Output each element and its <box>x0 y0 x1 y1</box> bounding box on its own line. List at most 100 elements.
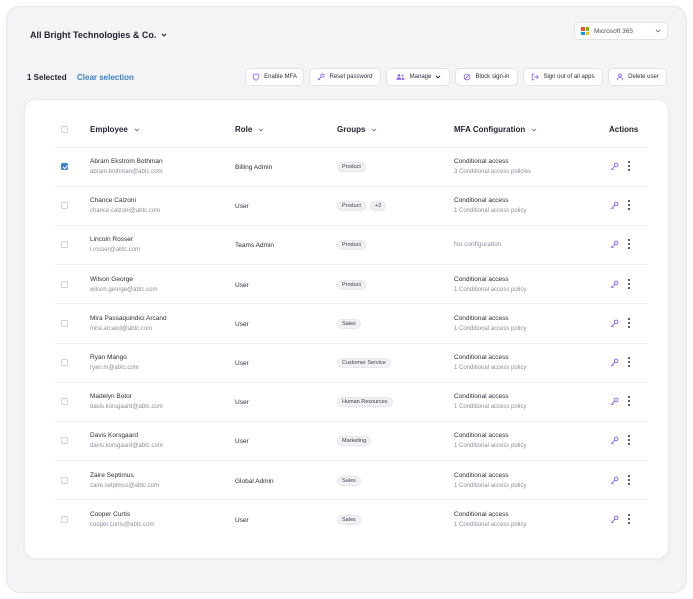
row-checkbox[interactable] <box>61 437 68 445</box>
block-signin-button[interactable]: Block sign-in <box>455 68 518 86</box>
row-checkbox[interactable] <box>61 359 68 366</box>
table-row[interactable]: Zaire Septimus zaire.setpimus@abtc.com G… <box>25 461 670 500</box>
row-checkbox[interactable] <box>61 202 68 210</box>
row-divider <box>55 264 648 266</box>
row-divider <box>55 460 648 462</box>
more-vertical-icon[interactable] <box>626 200 632 211</box>
mfa-status: Conditional access <box>454 354 509 361</box>
employee-role: User <box>235 320 249 328</box>
row-checkbox[interactable] <box>61 319 68 327</box>
group-tag: Product <box>337 201 366 212</box>
row-divider <box>55 420 648 422</box>
employee-role: User <box>235 438 249 446</box>
employee-email: davis.korsgaard@abtc.com <box>90 443 163 450</box>
more-vertical-icon[interactable] <box>626 513 632 524</box>
more-vertical-icon[interactable] <box>626 474 632 485</box>
row-divider <box>55 499 648 501</box>
reset-password-icon[interactable] <box>610 201 619 210</box>
table-row[interactable]: Chance Calzoni chance.calzoni@abtc.com U… <box>25 186 670 225</box>
sort-chevron-icon <box>134 128 140 131</box>
select-all-checkbox[interactable] <box>61 126 68 133</box>
employee-email: mira.arcand@abtc.com <box>90 325 153 332</box>
enable-mfa-button[interactable]: Enable MFA <box>245 68 304 86</box>
microsoft-logo-icon <box>581 27 589 35</box>
reset-password-icon[interactable] <box>610 476 619 485</box>
key-icon <box>318 73 325 81</box>
reset-password-button[interactable]: Reset password <box>309 68 381 86</box>
reset-password-icon[interactable] <box>610 436 619 445</box>
mfa-status: Conditional access <box>454 275 509 283</box>
employee-email: wilson.george@abtc.com <box>90 286 158 293</box>
column-header-actions: Actions <box>609 125 638 134</box>
row-divider <box>55 303 648 305</box>
table-row[interactable]: Abram Ekstrom Bothman abram.bothman@abtc… <box>25 147 670 186</box>
block-signin-label: Block sign-in <box>475 74 510 80</box>
delete-user-button[interactable]: Delete user <box>608 68 667 86</box>
column-header-groups-label: Groups <box>337 125 366 134</box>
chevron-down-icon <box>655 29 661 33</box>
table-row[interactable]: Madelyn Botor davis.korsgaard@abtc.com U… <box>25 382 670 421</box>
tenant-label: Microsoft 365 <box>594 27 634 35</box>
employee-role: User <box>235 360 249 367</box>
row-checkbox[interactable] <box>61 241 68 249</box>
reset-password-icon[interactable] <box>610 280 619 289</box>
row-checkbox[interactable] <box>61 280 68 288</box>
chevron-down-icon <box>436 75 441 79</box>
more-vertical-icon[interactable] <box>626 357 632 367</box>
table-row[interactable]: Lincoln Rosser l.rosser@abtc.com Teams A… <box>25 225 670 264</box>
row-checkbox[interactable] <box>61 476 68 484</box>
sign-out-all-button[interactable]: Sign out of all apps <box>523 68 603 86</box>
column-header-role[interactable]: Role <box>235 125 264 134</box>
chevron-down-icon <box>162 33 167 37</box>
reset-password-icon[interactable] <box>610 358 619 367</box>
table-row[interactable]: Mira Passaquindici Arcand mira.arcand@ab… <box>25 304 670 343</box>
more-vertical-icon[interactable] <box>626 161 632 171</box>
mfa-status: Conditional access <box>454 510 509 518</box>
sign-out-all-label: Sign out of all apps <box>543 74 595 80</box>
group-overflow-badge[interactable]: +2 <box>370 201 387 212</box>
column-header-mfa[interactable]: MFA Configuration <box>454 125 537 134</box>
more-vertical-icon[interactable] <box>626 435 632 446</box>
block-icon <box>464 73 471 81</box>
more-vertical-icon[interactable] <box>626 396 632 407</box>
row-divider <box>55 224 648 226</box>
reset-password-icon[interactable] <box>610 515 619 524</box>
employee-email: cooper.curtis@abtc.com <box>90 521 155 528</box>
users-icon <box>396 74 405 80</box>
table-row[interactable]: Cooper Curtis cooper.curtis@abtc.com Use… <box>25 500 670 539</box>
table-row[interactable]: Ryan Mango ryan.m@abtc.com User Customer… <box>25 343 670 382</box>
tenant-select[interactable]: Microsoft 365 <box>574 22 668 40</box>
column-header-groups[interactable]: Groups <box>337 125 377 134</box>
group-tag: Sales <box>337 475 361 486</box>
reset-password-icon[interactable] <box>610 162 619 171</box>
employee-email: ryan.m@abtc.com <box>90 365 139 371</box>
enable-mfa-label: Enable MFA <box>264 74 297 80</box>
group-tag: Customer Service <box>337 358 391 368</box>
mfa-policy-count: 1 Conditional access policy <box>454 521 527 528</box>
column-header-mfa-label: MFA Configuration <box>454 125 526 134</box>
clear-selection-link[interactable]: Clear selection <box>77 73 134 82</box>
mfa-policy-count: 3 Conditional access policies <box>454 169 532 175</box>
row-checkbox[interactable] <box>61 515 68 523</box>
mfa-status: Conditional access <box>454 432 509 440</box>
group-tag: Product <box>337 279 366 290</box>
column-header-employee[interactable]: Employee <box>90 125 140 134</box>
more-vertical-icon[interactable] <box>626 317 632 328</box>
org-selector[interactable]: All Bright Technologies & Co. <box>30 28 167 42</box>
more-vertical-icon[interactable] <box>626 239 632 250</box>
reset-password-icon[interactable] <box>610 397 619 406</box>
reset-password-icon[interactable] <box>610 319 619 328</box>
employee-name: Lincoln Rosser <box>90 236 133 244</box>
mfa-status: Conditional access <box>454 158 509 165</box>
manage-dropdown-button[interactable]: Manage <box>386 68 450 86</box>
table-row[interactable]: Davis Korsgaard davis.korsgaard@abtc.com… <box>25 421 670 460</box>
employee-role: User <box>235 281 249 289</box>
row-checkbox[interactable] <box>61 398 68 406</box>
table-row[interactable]: Wilson George wilson.george@abtc.com Use… <box>25 265 670 304</box>
more-vertical-icon[interactable] <box>626 278 632 289</box>
mfa-status: Conditional access <box>454 471 509 479</box>
row-checkbox[interactable] <box>61 163 68 170</box>
column-header-employee-label: Employee <box>90 125 128 134</box>
reset-password-icon[interactable] <box>610 240 619 249</box>
row-divider <box>55 381 648 383</box>
